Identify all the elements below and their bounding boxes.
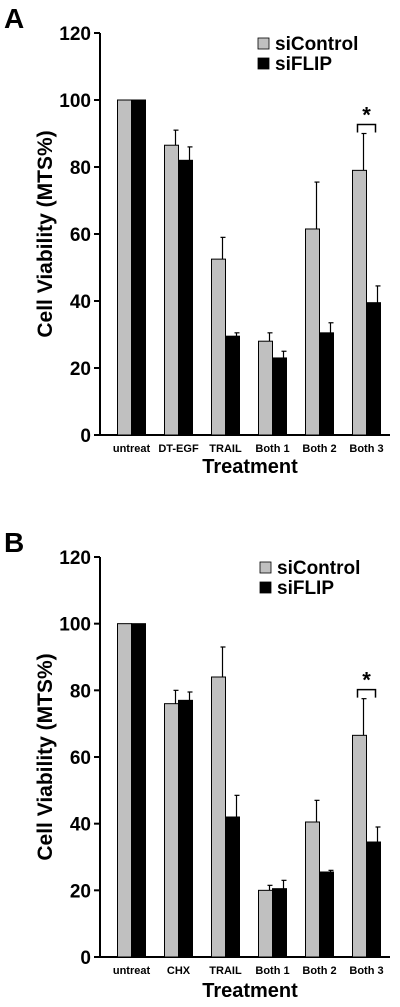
y-tick-label: 80 (70, 681, 91, 702)
bar-siflip-untreat (131, 99, 146, 436)
legend-swatch-sicontrol (257, 37, 270, 50)
y-axis-title: Cell Viability (MTS%) (34, 130, 57, 337)
bar-siflip-both-3 (366, 841, 381, 958)
x-axis-title: Treatment (202, 980, 298, 1002)
bar-siflip-both-2 (319, 871, 334, 958)
bar-siflip-both-2 (319, 332, 334, 436)
y-tick-label: 20 (70, 359, 91, 380)
panel-a: A 0 20 40 60 80 100 120 Cell Viability (MTS%) Tr… (4, 3, 390, 478)
x-tick-label: CHX (167, 965, 191, 977)
panel-label-b: B (4, 527, 24, 558)
bar-siflip-both-1 (272, 357, 287, 436)
x-tick-label: DT-EGF (158, 443, 199, 455)
y-tick-label: 0 (80, 948, 91, 969)
bar-sicontrol-untreat (117, 99, 132, 436)
y-tick-label: 120 (59, 548, 91, 569)
y-tick-label: 100 (59, 615, 91, 636)
bar-sicontrol-both-1 (258, 340, 273, 436)
bar-sicontrol-both-1 (258, 889, 273, 958)
y-tick-label: 120 (59, 24, 91, 45)
x-tick-label: Both 1 (255, 443, 289, 455)
x-tick-label: TRAIL (209, 965, 242, 977)
bar-sicontrol-both-3 (352, 169, 367, 436)
legend-swatch-siflip (257, 57, 270, 70)
bar-sicontrol-both-3 (352, 734, 367, 958)
bar-sicontrol-chx (164, 703, 179, 958)
bar-siflip-chx (178, 699, 193, 958)
y-tick-label: 60 (70, 225, 91, 246)
bar-sicontrol-trail (211, 258, 226, 436)
panel-b: B 0 20 40 60 80 100 120 Cell Viability (MTS%) Tr… (4, 527, 390, 1002)
legend-label-siflip: siFLIP (275, 54, 332, 75)
x-tick-label: Both 3 (349, 965, 383, 977)
y-tick-label: 100 (59, 91, 91, 112)
bar-sicontrol-dt-egf (164, 144, 179, 436)
x-axis-title: Treatment (202, 456, 298, 478)
y-tick-label: 40 (70, 292, 91, 313)
bar-sicontrol-untreat (117, 623, 132, 958)
bar-siflip-both-1 (272, 888, 287, 958)
significance-bracket (356, 123, 377, 133)
bar-siflip-trail (225, 335, 240, 436)
bar-siflip-trail (225, 816, 240, 958)
bar-sicontrol-trail (211, 676, 226, 958)
bar-sicontrol-both-2 (305, 821, 320, 958)
y-axis-title: Cell Viability (MTS%) (34, 653, 57, 860)
significance-marker: * (362, 103, 371, 128)
legend-swatch-siflip (259, 581, 272, 594)
x-tick-label: Both 1 (255, 965, 289, 977)
x-tick-label: untreat (113, 965, 151, 977)
y-tick-label: 60 (70, 748, 91, 769)
bar-siflip-both-3 (366, 302, 381, 436)
x-tick-label: Both 2 (302, 965, 336, 977)
bar-siflip-dt-egf (178, 159, 193, 436)
bar-sicontrol-both-2 (305, 228, 320, 436)
y-tick-label: 0 (80, 426, 91, 447)
x-tick-label: Both 3 (349, 443, 383, 455)
legend-label-sicontrol: siControl (277, 558, 360, 579)
panel-label-a: A (4, 3, 24, 34)
legend-label-sicontrol: siControl (275, 34, 358, 55)
x-tick-label: TRAIL (209, 443, 242, 455)
y-tick-label: 80 (70, 158, 91, 179)
legend-swatch-sicontrol (259, 561, 272, 574)
y-tick-label: 40 (70, 815, 91, 836)
x-tick-label: untreat (113, 443, 151, 455)
legend-label-siflip: siFLIP (277, 578, 334, 599)
significance-bracket (356, 688, 377, 698)
x-tick-label: Both 2 (302, 443, 336, 455)
y-tick-label: 20 (70, 881, 91, 902)
bar-siflip-untreat (131, 623, 146, 958)
significance-marker: * (362, 668, 371, 693)
